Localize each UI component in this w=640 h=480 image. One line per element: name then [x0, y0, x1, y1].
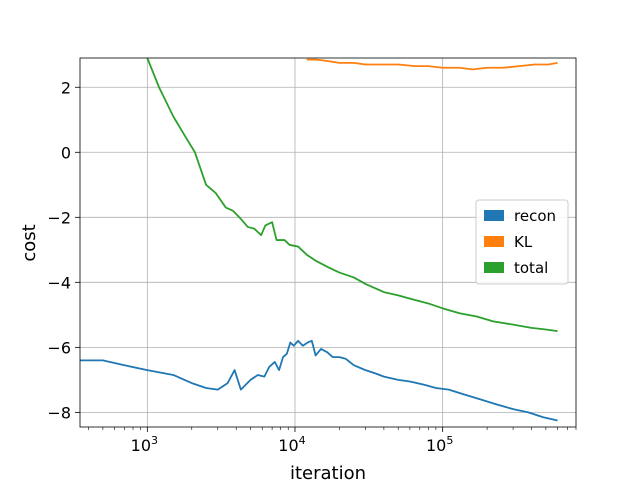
legend-label-total: total: [514, 259, 548, 277]
legend: recon KL total: [475, 199, 569, 285]
y-tick-label-5: −8: [47, 403, 71, 422]
x-tick-label-1: 104: [278, 434, 305, 455]
y-tick-label-1: 0: [61, 143, 71, 162]
series-line-recon: [80, 339, 558, 422]
x-tick-label-base-0: 10: [131, 436, 151, 455]
x-tick-label-exp-0: 3: [151, 434, 158, 447]
x-tick-label-exp-2: 5: [446, 434, 453, 447]
legend-label-recon: recon: [514, 207, 556, 225]
legend-swatch-total: [484, 262, 504, 273]
x-tick-label-base-2: 10: [426, 436, 446, 455]
y-tick-label-3: −4: [47, 273, 71, 292]
series-line-total: [146, 58, 558, 332]
y-axis-label: cost: [19, 224, 40, 261]
x-tick-label-base-1: 10: [278, 436, 298, 455]
x-axis-label: iteration: [290, 463, 366, 480]
series-line-KL: [306, 58, 558, 71]
axes-frame: [79, 57, 577, 428]
y-tick-label-0: 2: [61, 78, 71, 97]
legend-label-KL: KL: [514, 233, 533, 251]
x-tick-label-0: 103: [131, 434, 158, 455]
legend-swatch-KL: [484, 236, 504, 247]
y-tick-label-4: −6: [47, 338, 71, 357]
series-layer: [80, 58, 558, 422]
x-tick-label-exp-1: 4: [299, 434, 306, 447]
legend-swatch-recon: [484, 210, 504, 221]
x-tick-label-2: 105: [426, 434, 453, 455]
y-tick-label-2: −2: [47, 208, 71, 227]
